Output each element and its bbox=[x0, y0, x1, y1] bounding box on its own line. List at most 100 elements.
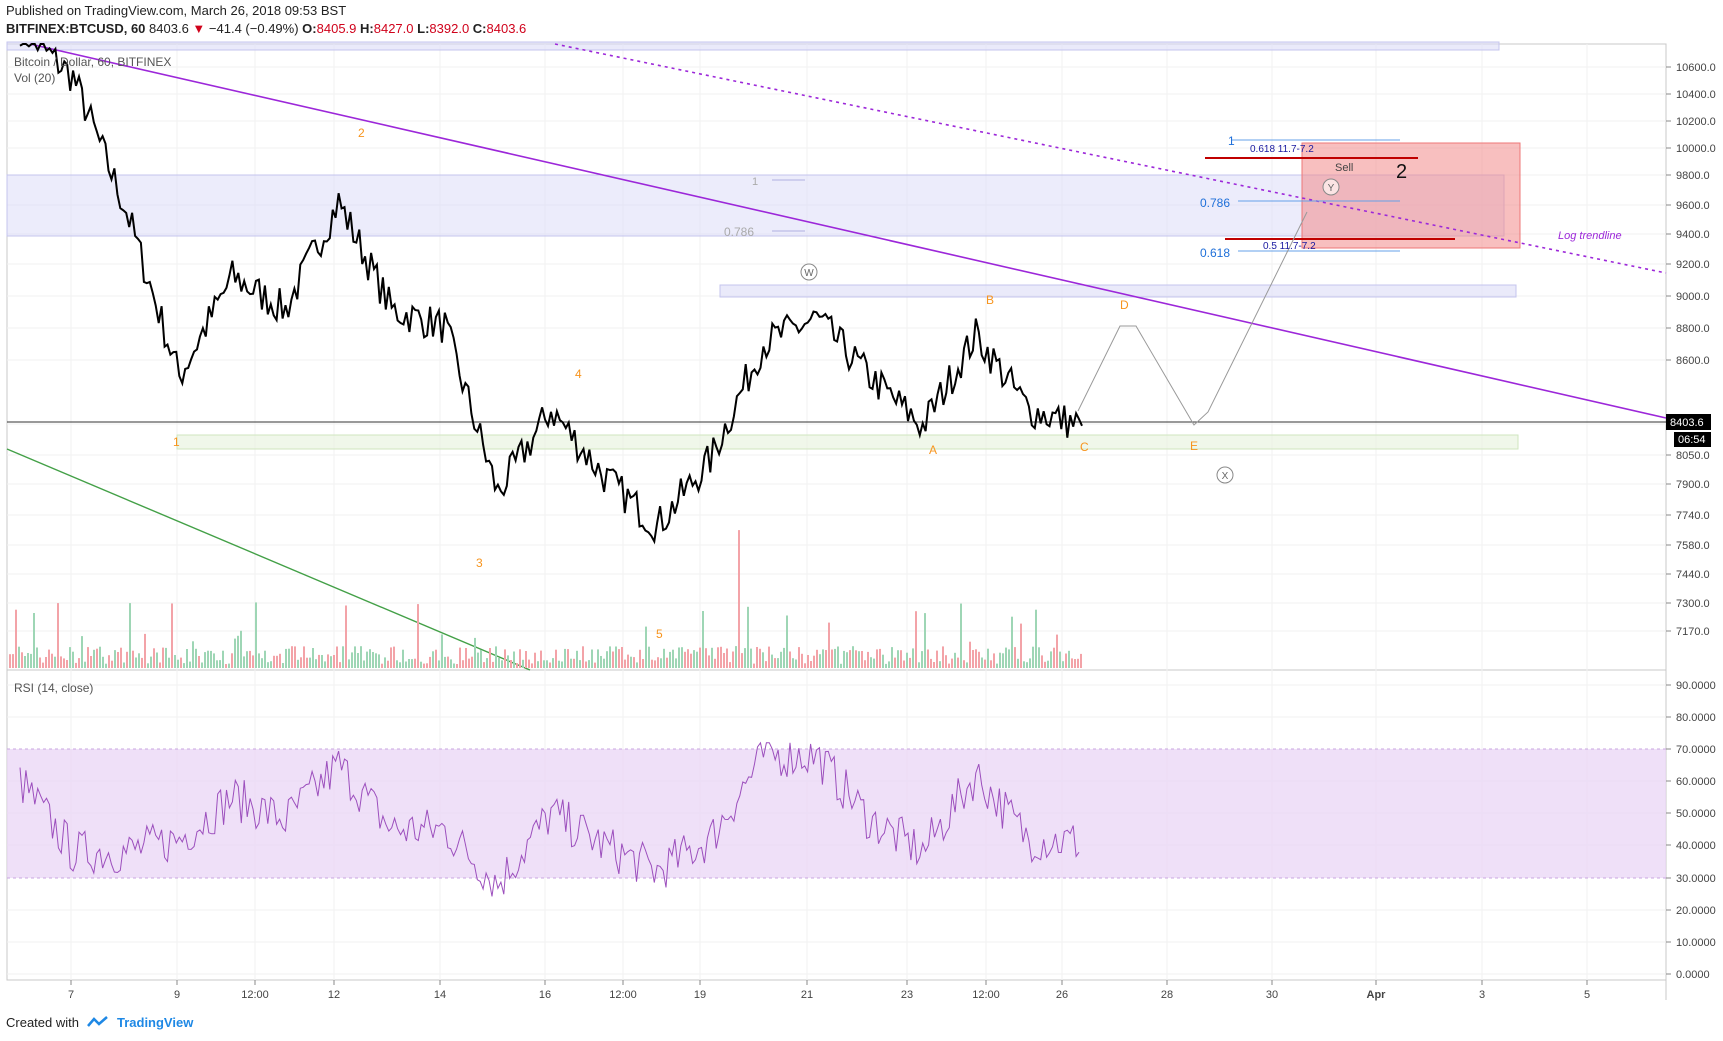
volume-bar bbox=[504, 649, 506, 668]
wave-label-5: 5 bbox=[656, 627, 663, 641]
volume-bar bbox=[441, 634, 443, 668]
volume-bar bbox=[453, 663, 455, 668]
svg-text:8403.6: 8403.6 bbox=[1670, 417, 1704, 429]
volume-bar bbox=[960, 603, 962, 668]
close-label: C: bbox=[472, 21, 487, 36]
volume-bar bbox=[72, 651, 74, 668]
volume-bar bbox=[108, 655, 110, 668]
price-axis[interactable]: 10600.0 10400.0 10200.0 10000.0 9800.0 9600.0… bbox=[1666, 62, 1716, 638]
rsi-axis[interactable]: 90.0000 80.0000 70.0000 60.0000 50.0000 40.00… bbox=[1666, 680, 1716, 981]
volume-bar bbox=[684, 651, 686, 668]
low-label: L: bbox=[417, 21, 430, 36]
time-tick-label: 12 bbox=[328, 989, 340, 1001]
volume-bar bbox=[432, 651, 434, 668]
support-zone bbox=[176, 434, 1519, 450]
volume-bar bbox=[420, 661, 422, 668]
volume-bar bbox=[879, 648, 881, 668]
volume-bar bbox=[591, 649, 593, 668]
volume-bar bbox=[777, 658, 779, 668]
volume-bar bbox=[228, 663, 230, 668]
volume-bar bbox=[486, 658, 488, 668]
volume-bar bbox=[885, 663, 887, 668]
price-tick-label: 9000.0 bbox=[1676, 291, 1710, 303]
volume-bar bbox=[789, 651, 791, 668]
volume-bar bbox=[102, 656, 104, 668]
volume-bar bbox=[117, 652, 119, 668]
time-tick-label: 12:00 bbox=[241, 989, 269, 1001]
volume-bar bbox=[189, 661, 191, 668]
volume-bar bbox=[300, 657, 302, 668]
price-tick-label: 10400.0 bbox=[1676, 89, 1716, 101]
volume-bar bbox=[927, 649, 929, 668]
rsi-tick-label: 50.0000 bbox=[1676, 808, 1716, 820]
volume-bar bbox=[888, 661, 890, 668]
volume-bar bbox=[693, 650, 695, 668]
volume-bar bbox=[783, 647, 785, 668]
volume-bar bbox=[285, 648, 287, 668]
volume-bar bbox=[45, 657, 47, 668]
volume-bar bbox=[501, 660, 503, 668]
open-value: 8405.9 bbox=[316, 21, 357, 36]
volume-bar bbox=[561, 661, 563, 668]
volume-bar bbox=[150, 656, 152, 668]
price-pane[interactable] bbox=[6, 43, 1667, 671]
rsi-line bbox=[19, 741, 1080, 897]
volume-bar bbox=[417, 604, 419, 668]
volume-bar bbox=[1068, 650, 1070, 668]
volume-bar bbox=[159, 662, 161, 668]
volume-bar bbox=[690, 653, 692, 668]
tradingview-logo-icon bbox=[87, 1015, 108, 1027]
volume-bar bbox=[840, 663, 842, 668]
volume-bar bbox=[972, 650, 974, 668]
time-axis[interactable]: 7 9 12:00 12 14 16 12:00 19 21 23 12:00 26 28 30 Apr 3 5 bbox=[68, 980, 1590, 1001]
volume-bar bbox=[294, 646, 296, 668]
volume-bar bbox=[1017, 658, 1019, 668]
volume-bar bbox=[846, 652, 848, 668]
volume-bar bbox=[384, 657, 386, 668]
volume-bar bbox=[429, 656, 431, 668]
volume-bar bbox=[330, 656, 332, 668]
volume-bar bbox=[537, 661, 539, 668]
time-tick-label: 19 bbox=[694, 989, 706, 1001]
tradingview-brand[interactable]: TradingView bbox=[116, 1015, 194, 1030]
circled-w: W bbox=[800, 263, 818, 281]
volume-bar bbox=[33, 613, 35, 668]
volume-bar bbox=[660, 658, 662, 668]
volume-bar bbox=[522, 659, 524, 668]
volume-bar bbox=[333, 655, 335, 668]
volume-bar bbox=[1056, 634, 1058, 668]
volume-bar bbox=[915, 611, 917, 668]
volume-bar bbox=[216, 660, 218, 668]
volume-bar bbox=[1023, 661, 1025, 668]
volume-bar bbox=[699, 647, 701, 668]
volume-bar bbox=[987, 648, 989, 668]
volume-bar bbox=[369, 649, 371, 668]
volume-bar bbox=[1074, 659, 1076, 668]
volume-bar bbox=[741, 653, 743, 668]
wave-label-4: 4 bbox=[575, 367, 582, 381]
volume-bar bbox=[855, 650, 857, 668]
volume-bar bbox=[849, 650, 851, 668]
price-tick-label: 10000.0 bbox=[1676, 143, 1716, 155]
volume-bar bbox=[66, 660, 68, 668]
volume-bar bbox=[246, 651, 248, 668]
chart-title: Bitcoin / Dollar, 60, BITFINEX bbox=[14, 55, 171, 69]
volume-bar bbox=[276, 655, 278, 668]
volume-bar bbox=[720, 646, 722, 668]
volume-bar bbox=[465, 648, 467, 668]
volume-bar bbox=[192, 641, 194, 668]
volume-bar bbox=[1038, 647, 1040, 668]
volume-bar bbox=[498, 658, 500, 668]
volume-bar bbox=[270, 661, 272, 668]
volume-bar bbox=[252, 655, 254, 668]
svg-text:X: X bbox=[1222, 471, 1229, 482]
rsi-tick-label: 60.0000 bbox=[1676, 776, 1716, 788]
volume-bar bbox=[651, 659, 653, 668]
volume-bar bbox=[921, 651, 923, 668]
fib-0618-label: 0.618 bbox=[1200, 246, 1230, 260]
rsi-tick-label: 90.0000 bbox=[1676, 680, 1716, 692]
fib-05-label: 0.5 11.7-7.2 bbox=[1263, 241, 1316, 252]
fib-left-1-label: 1 bbox=[752, 176, 758, 188]
volume-bar bbox=[438, 660, 440, 668]
